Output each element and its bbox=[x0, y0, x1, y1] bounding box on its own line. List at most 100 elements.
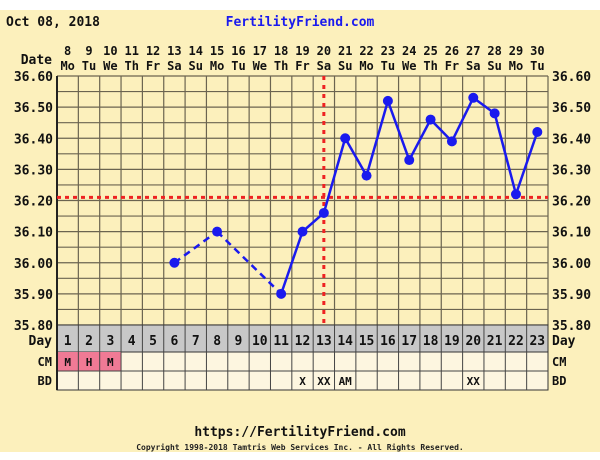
cycle-day-tick: 3 bbox=[106, 334, 114, 349]
temp-point[interactable] bbox=[318, 207, 329, 218]
weekday-tick: We bbox=[103, 59, 117, 73]
date-tick: 9 bbox=[85, 44, 92, 58]
cycle-day-tick: 12 bbox=[295, 334, 311, 349]
cycle-day-tick: 10 bbox=[252, 334, 268, 349]
y-tick-left: 35.80 bbox=[14, 319, 53, 334]
temp-point[interactable] bbox=[425, 114, 436, 125]
temp-point[interactable] bbox=[169, 257, 180, 268]
y-tick-right: 36.30 bbox=[552, 163, 591, 178]
temp-segment bbox=[365, 100, 390, 176]
cycle-day-tick: 18 bbox=[423, 334, 439, 349]
temp-point[interactable] bbox=[404, 155, 415, 166]
day-row bbox=[56, 324, 549, 353]
site-title[interactable]: FertilityFriend.com bbox=[226, 15, 375, 30]
date-tick: 12 bbox=[146, 44, 160, 58]
cm-label-left: CM bbox=[38, 355, 52, 369]
cm-cell-menses bbox=[99, 352, 122, 371]
temp-point[interactable] bbox=[510, 189, 521, 200]
temp-point[interactable] bbox=[297, 226, 308, 237]
temp-segment bbox=[386, 100, 411, 161]
bd-entry: AM bbox=[339, 375, 353, 388]
temp-segment bbox=[279, 231, 304, 295]
date-tick: 20 bbox=[317, 44, 331, 58]
y-tick-right: 35.90 bbox=[552, 288, 591, 303]
temp-point[interactable] bbox=[532, 127, 543, 138]
footer-url[interactable]: https://FertilityFriend.com bbox=[194, 425, 405, 440]
date-tick: 30 bbox=[530, 44, 544, 58]
cycle-day-tick: 17 bbox=[401, 334, 417, 349]
temp-point[interactable] bbox=[446, 136, 457, 147]
cm-cell-menses bbox=[78, 352, 100, 371]
temp-point[interactable] bbox=[276, 288, 287, 299]
cycle-day-tick: 15 bbox=[359, 334, 375, 349]
footer-copyright: Copyright 1998-2018 Tamtris Web Services… bbox=[136, 442, 464, 452]
temp-point[interactable] bbox=[340, 133, 351, 144]
temp-segment bbox=[493, 113, 518, 195]
y-tick-right: 36.40 bbox=[552, 132, 591, 147]
date-tick: 11 bbox=[124, 44, 138, 58]
cycle-day-tick: 5 bbox=[149, 334, 157, 349]
weekday-tick: We bbox=[253, 59, 267, 73]
cycle-day-tick: 7 bbox=[192, 334, 200, 349]
weekday-tick: Su bbox=[338, 59, 352, 73]
date-tick: 17 bbox=[253, 44, 267, 58]
cycle-day-tick: 19 bbox=[444, 334, 460, 349]
temp-point[interactable] bbox=[212, 226, 223, 237]
temp-segment bbox=[322, 137, 347, 214]
weekday-tick: Sa bbox=[317, 59, 331, 73]
date-tick: 25 bbox=[423, 44, 437, 58]
cycle-day-tick: 2 bbox=[85, 334, 93, 349]
weekday-tick: Th bbox=[423, 59, 437, 73]
y-tick-left: 36.50 bbox=[14, 101, 53, 116]
cm-label-right: CM bbox=[552, 355, 566, 369]
cm-entry: M bbox=[64, 356, 71, 369]
y-tick-right: 36.60 bbox=[552, 70, 591, 85]
cycle-day-tick: 1 bbox=[64, 334, 72, 349]
weekday-tick: Mo bbox=[60, 59, 74, 73]
cycle-day-tick: 8 bbox=[213, 334, 221, 349]
date-tick: 27 bbox=[466, 44, 480, 58]
date-tick: 19 bbox=[295, 44, 309, 58]
date-tick: 15 bbox=[210, 44, 224, 58]
temp-segment bbox=[408, 118, 432, 161]
weekday-tick: Fr bbox=[445, 59, 459, 73]
weekday-tick: Th bbox=[124, 59, 138, 73]
date-tick: 24 bbox=[402, 44, 416, 58]
weekday-tick: Fr bbox=[295, 59, 309, 73]
temp-segment bbox=[450, 97, 475, 142]
date-tick: 10 bbox=[103, 44, 117, 58]
weekday-tick: Su bbox=[189, 59, 203, 73]
weekday-tick: Mo bbox=[359, 59, 373, 73]
date-tick: 26 bbox=[445, 44, 459, 58]
y-tick-right: 35.80 bbox=[552, 319, 591, 334]
cm-entry: H bbox=[86, 356, 93, 369]
temp-point[interactable] bbox=[468, 92, 479, 103]
temp-point[interactable] bbox=[489, 108, 500, 119]
cycle-day-tick: 23 bbox=[529, 334, 545, 349]
cm-cell-menses bbox=[57, 352, 79, 371]
weekday-tick: Mo bbox=[509, 59, 523, 73]
cycle-day-tick: 22 bbox=[508, 334, 524, 349]
weekday-tick: Tu bbox=[231, 59, 245, 73]
bd-label-right: BD bbox=[552, 374, 566, 388]
y-tick-right: 36.50 bbox=[552, 101, 591, 116]
temp-segment-dashed bbox=[173, 230, 218, 264]
weekday-tick: Th bbox=[274, 59, 288, 73]
temp-point[interactable] bbox=[382, 95, 393, 106]
y-tick-left: 36.60 bbox=[14, 70, 53, 85]
cycle-day-tick: 9 bbox=[235, 334, 243, 349]
y-tick-left: 36.40 bbox=[14, 132, 53, 147]
date-tick: 21 bbox=[338, 44, 352, 58]
day-label-left: Day bbox=[29, 334, 53, 349]
y-tick-right: 36.20 bbox=[552, 195, 591, 210]
cycle-day-tick: 13 bbox=[316, 334, 332, 349]
temp-point[interactable] bbox=[361, 170, 372, 181]
y-tick-right: 36.00 bbox=[552, 257, 591, 272]
date-tick: 13 bbox=[167, 44, 181, 58]
weekday-tick: Su bbox=[487, 59, 501, 73]
bd-label-left: BD bbox=[38, 374, 52, 388]
weekday-tick: Sa bbox=[466, 59, 480, 73]
date-tick: 22 bbox=[359, 44, 373, 58]
